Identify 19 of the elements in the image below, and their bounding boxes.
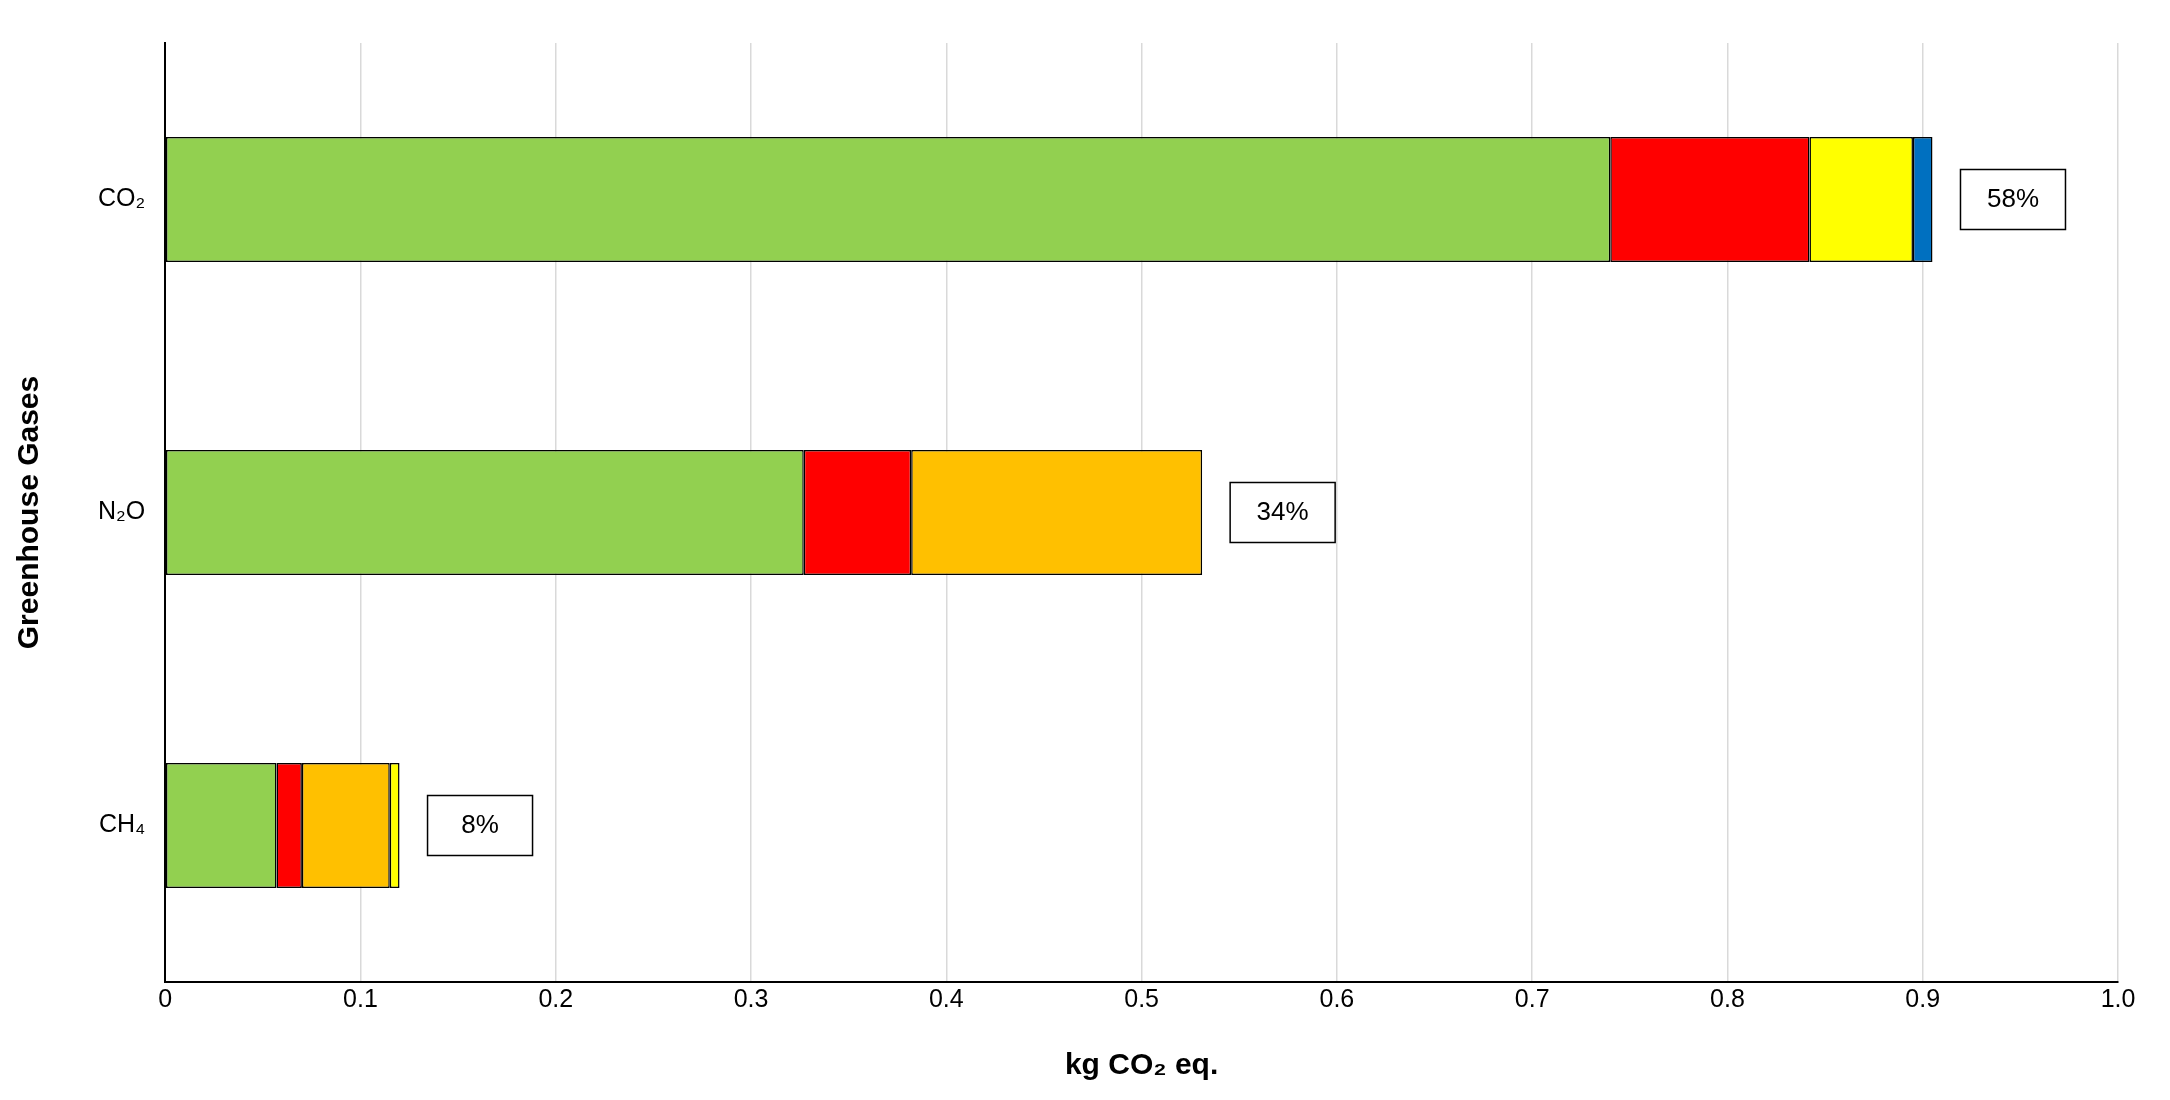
x-tick-label: 0.7 xyxy=(1514,983,1550,1012)
x-axis-title: kg CO₂ eq. xyxy=(1064,1047,1219,1081)
x-tick-label: 0.6 xyxy=(1319,983,1355,1012)
annotation: 34% xyxy=(1256,495,1309,526)
x-tick-label: 0.8 xyxy=(1710,983,1745,1012)
x-tick-label: 0.1 xyxy=(343,983,378,1012)
annotation: 58% xyxy=(1986,182,2040,213)
x-tick-label: 0 xyxy=(158,983,173,1012)
x-tick-label: 0.3 xyxy=(733,983,769,1012)
x-tick-label: 1.0 xyxy=(2100,983,2136,1012)
annotation: 8% xyxy=(461,808,499,839)
x-tick-label: 0.5 xyxy=(1124,983,1159,1012)
y-tick-label: N₂O xyxy=(97,496,146,525)
x-tick-label: 0.9 xyxy=(1905,983,1941,1012)
y-tick-label: CH₄ xyxy=(98,809,146,838)
y-tick-label: CO₂ xyxy=(97,183,146,212)
x-tick-label: 0.4 xyxy=(928,983,964,1012)
x-tick-label: 0.2 xyxy=(538,983,574,1012)
y-axis-title: Greenhouse Gases xyxy=(11,375,45,650)
